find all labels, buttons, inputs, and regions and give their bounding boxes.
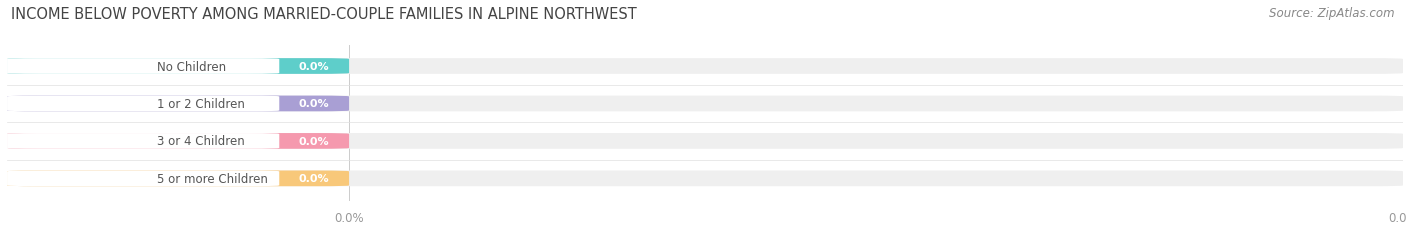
Text: 0.0%: 0.0%: [299, 62, 329, 72]
FancyBboxPatch shape: [7, 134, 1403, 149]
Text: 0.0%: 0.0%: [299, 99, 329, 109]
FancyBboxPatch shape: [7, 171, 280, 186]
Text: Source: ZipAtlas.com: Source: ZipAtlas.com: [1270, 7, 1395, 20]
FancyBboxPatch shape: [7, 171, 1403, 186]
Text: 5 or more Children: 5 or more Children: [156, 172, 267, 185]
Text: 1 or 2 Children: 1 or 2 Children: [156, 97, 245, 110]
FancyBboxPatch shape: [7, 96, 280, 112]
FancyBboxPatch shape: [7, 59, 349, 75]
FancyBboxPatch shape: [7, 134, 280, 149]
Text: 0.0%: 0.0%: [299, 136, 329, 146]
FancyBboxPatch shape: [7, 134, 349, 149]
FancyBboxPatch shape: [7, 59, 1403, 75]
FancyBboxPatch shape: [7, 59, 280, 75]
FancyBboxPatch shape: [7, 171, 349, 186]
FancyBboxPatch shape: [7, 96, 349, 112]
FancyBboxPatch shape: [7, 96, 1403, 112]
Text: INCOME BELOW POVERTY AMONG MARRIED-COUPLE FAMILIES IN ALPINE NORTHWEST: INCOME BELOW POVERTY AMONG MARRIED-COUPL…: [11, 7, 637, 22]
Text: 3 or 4 Children: 3 or 4 Children: [156, 135, 245, 148]
Text: 0.0%: 0.0%: [299, 174, 329, 184]
Text: No Children: No Children: [156, 60, 226, 73]
